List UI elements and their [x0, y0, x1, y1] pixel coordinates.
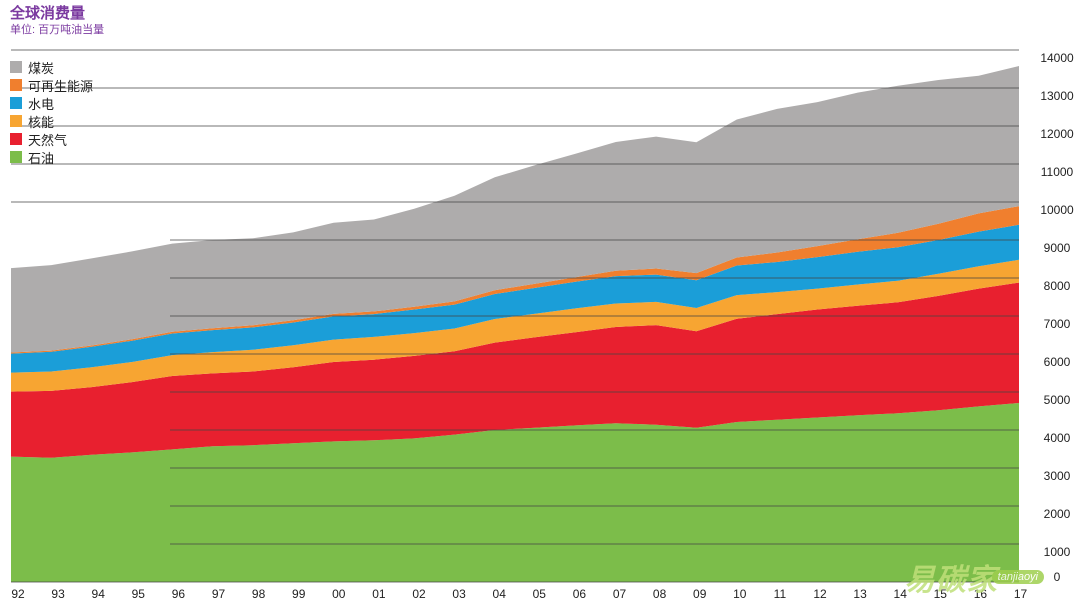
x-tick-label: 11 [774, 587, 787, 601]
legend-item: 天然气 [10, 130, 93, 148]
x-tick-label: 93 [51, 587, 65, 601]
x-tick-label: 03 [452, 587, 466, 601]
x-tick-label: 08 [653, 587, 667, 601]
x-axis-ticks: 92 93 94 95 96 97 98 99 00 01 02 03 04 05 06 07 08 09 10 11… [11, 587, 1027, 601]
legend-item: 煤炭 [10, 58, 93, 76]
y-tick-label: 8000 [1044, 279, 1071, 293]
watermark-en: tanjiaoyi [991, 570, 1044, 584]
x-tick-label: 99 [292, 587, 306, 601]
legend-label: 石油 [28, 150, 55, 166]
x-tick-label: 04 [493, 587, 507, 601]
watermark: 易碳家 tanjiaoyi [905, 555, 1044, 599]
x-tick-label: 13 [853, 587, 867, 601]
chart-legend: 煤炭可再生能源水电核能天然气石油 [10, 58, 93, 166]
areas-layer [11, 66, 1019, 582]
area-series-1 [11, 282, 1019, 458]
chart-title: 全球消费量 [10, 5, 86, 22]
y-tick-label: 7000 [1044, 317, 1071, 331]
x-tick-label: 95 [132, 587, 146, 601]
y-tick-label: 9000 [1044, 241, 1071, 255]
y-tick-label: 6000 [1044, 355, 1071, 369]
y-tick-label: 11000 [1041, 165, 1074, 179]
legend-label: 天然气 [28, 132, 68, 148]
x-tick-label: 00 [332, 587, 346, 601]
x-tick-label: 09 [693, 587, 707, 601]
x-tick-label: 16 [974, 587, 988, 601]
x-tick-label: 01 [372, 587, 386, 601]
legend-swatch [10, 115, 22, 127]
y-tick-label: 13000 [1040, 89, 1074, 103]
x-tick-label: 05 [533, 587, 547, 601]
x-tick-label: 98 [252, 587, 266, 601]
x-tick-label: 06 [573, 587, 587, 601]
x-tick-label: 17 [1014, 587, 1028, 601]
y-tick-label: 5000 [1044, 393, 1071, 407]
x-tick-label: 12 [813, 587, 827, 601]
y-tick-label: 0 [1054, 570, 1061, 584]
legend-label: 核能 [28, 114, 55, 130]
legend-item: 可再生能源 [10, 76, 93, 94]
legend-swatch [10, 79, 22, 91]
y-tick-label: 10000 [1040, 203, 1074, 217]
legend-swatch [10, 133, 22, 145]
y-tick-label: 3000 [1044, 469, 1071, 483]
y-tick-label: 12000 [1040, 127, 1074, 141]
x-tick-label: 14 [894, 587, 908, 601]
legend-swatch [10, 61, 22, 73]
watermark-cn: 易碳家 [904, 564, 998, 597]
legend-swatch [10, 151, 22, 163]
x-tick-label: 97 [212, 587, 226, 601]
legend-item: 水电 [10, 94, 93, 112]
y-tick-label: 1000 [1044, 545, 1071, 559]
x-tick-label: 07 [613, 587, 627, 601]
y-tick-label: 2000 [1044, 507, 1071, 521]
x-tick-label: 02 [412, 587, 426, 601]
legend-label: 煤炭 [28, 60, 55, 76]
y-axis-ticks: 0 1000 2000 3000 4000 5000 6000 7000 8000 9000 100… [1040, 51, 1074, 584]
area-series-5 [11, 66, 1019, 353]
legend-item: 石油 [10, 148, 93, 166]
y-tick-label: 4000 [1044, 431, 1071, 445]
area-series-0 [11, 403, 1019, 582]
x-tick-label: 96 [172, 587, 186, 601]
x-tick-label: 15 [934, 587, 948, 601]
x-tick-label: 10 [733, 587, 747, 601]
legend-label: 可再生能源 [28, 78, 94, 94]
area-series-3 [11, 224, 1019, 373]
x-tick-label: 94 [92, 587, 106, 601]
x-tick-label: 92 [11, 587, 25, 601]
legend-label: 水电 [28, 96, 55, 112]
y-tick-label: 14000 [1040, 51, 1074, 65]
area-series-2 [11, 259, 1019, 392]
legend-item: 核能 [10, 112, 93, 130]
chart-subtitle: 单位: 百万吨油当量 [10, 24, 105, 36]
gridlines-layer [11, 49, 1019, 583]
legend-swatch [10, 97, 22, 109]
